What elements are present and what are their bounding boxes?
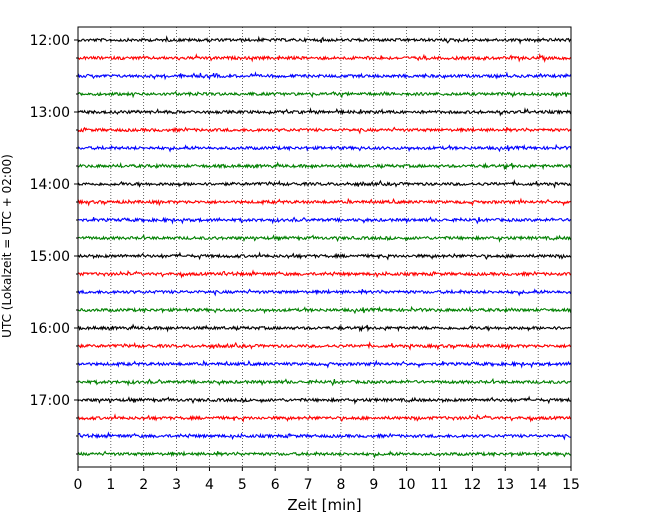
x-tick-label: 15 (562, 477, 580, 493)
x-tick-label: 4 (205, 477, 214, 493)
trace-1615 (77, 340, 572, 351)
x-tick-label: 10 (398, 477, 416, 493)
trace-1630 (77, 359, 572, 369)
trace-1315 (77, 126, 572, 135)
trace-1445 (77, 233, 572, 243)
plot-frame (77, 26, 572, 468)
y-tick-label: 14:00 (30, 177, 70, 193)
x-tick-label: 11 (431, 477, 449, 493)
trace-1515 (77, 269, 572, 279)
trace-layer (77, 35, 572, 459)
trace-1400 (77, 178, 572, 189)
y-tick-label: 17:00 (30, 393, 70, 409)
trace-1715 (77, 413, 572, 423)
y-tick-label: 16:00 (30, 321, 70, 337)
y-tick-label: 12:00 (30, 33, 70, 49)
trace-1415 (77, 197, 572, 207)
x-tick-label: 5 (238, 477, 247, 493)
trace-1745 (77, 450, 572, 459)
trace-1230 (77, 71, 572, 81)
x-tick-label: 1 (106, 477, 115, 493)
trace-1215 (77, 53, 572, 64)
x-axis: 0 1 2 3 4 5 6 7 8 9 10 11 12 13 14 15 (74, 467, 580, 493)
trace-1600 (77, 323, 572, 333)
x-tick-label: 14 (529, 477, 547, 493)
x-tick-label: 0 (74, 477, 83, 493)
x-tick-label: 3 (172, 477, 181, 493)
y-axis-title: UTC (Lokalzeit = UTC + 02:00) (0, 154, 14, 338)
x-tick-label: 6 (271, 477, 280, 493)
trace-1645 (77, 377, 572, 387)
x-tick-label: 2 (139, 477, 148, 493)
trace-1500 (77, 251, 572, 261)
trace-1200 (77, 35, 572, 45)
trace-1330 (77, 143, 572, 153)
trace-1545 (77, 305, 572, 315)
y-axis: 12:00 13:00 14:00 15:00 16:00 17:00 (30, 33, 78, 455)
trace-1245 (77, 90, 572, 99)
y-tick-label: 15:00 (30, 249, 70, 265)
x-tick-label: 7 (304, 477, 313, 493)
x-gridlines (110, 27, 539, 467)
trace-1430 (77, 216, 572, 225)
trace-1700 (77, 395, 572, 405)
x-tick-label: 13 (496, 477, 514, 493)
trace-1300 (77, 107, 572, 117)
trace-1730 (77, 431, 572, 441)
x-tick-label: 12 (463, 477, 481, 493)
trace-1530 (77, 288, 572, 297)
trace-1345 (77, 161, 572, 171)
y-tick-label: 13:00 (30, 105, 70, 121)
x-axis-title: Zeit [min] (287, 496, 361, 514)
x-tick-label: 8 (336, 477, 345, 493)
x-tick-label: 9 (369, 477, 378, 493)
